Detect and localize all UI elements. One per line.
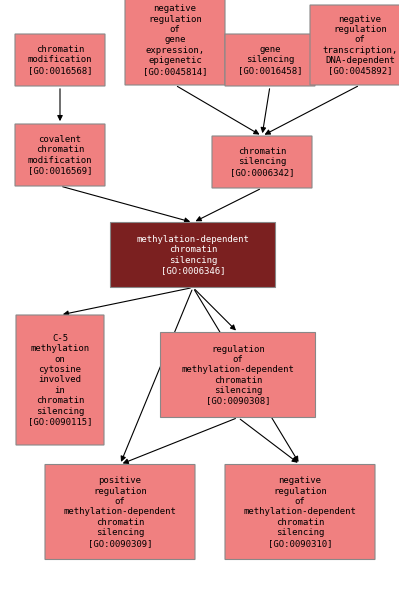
Text: covalent
chromatin
modification
[GO:0016569]: covalent chromatin modification [GO:0016…	[28, 135, 92, 175]
FancyBboxPatch shape	[310, 5, 399, 85]
Text: methylation-dependent
chromatin
silencing
[GO:0006346]: methylation-dependent chromatin silencin…	[136, 235, 249, 275]
Text: chromatin
modification
[GO:0016568]: chromatin modification [GO:0016568]	[28, 45, 92, 75]
FancyBboxPatch shape	[125, 0, 225, 85]
FancyBboxPatch shape	[212, 136, 312, 188]
FancyBboxPatch shape	[16, 315, 104, 445]
FancyBboxPatch shape	[15, 34, 105, 86]
Text: negative
regulation
of
transcription,
DNA-dependent
[GO:0045892]: negative regulation of transcription, DN…	[322, 14, 398, 76]
FancyBboxPatch shape	[15, 124, 105, 186]
FancyBboxPatch shape	[45, 465, 195, 559]
FancyBboxPatch shape	[160, 333, 316, 418]
FancyBboxPatch shape	[111, 223, 275, 287]
Text: negative
regulation
of
methylation-dependent
chromatin
silencing
[GO:0090310]: negative regulation of methylation-depen…	[243, 477, 356, 548]
FancyBboxPatch shape	[225, 465, 375, 559]
Text: C-5
methylation
on
cytosine
involved
in
chromatin
silencing
[GO:0090115]: C-5 methylation on cytosine involved in …	[28, 334, 92, 426]
Text: regulation
of
methylation-dependent
chromatin
silencing
[GO:0090308]: regulation of methylation-dependent chro…	[182, 345, 294, 406]
Text: negative
regulation
of
gene
expression,
epigenetic
[GO:0045814]: negative regulation of gene expression, …	[143, 4, 207, 76]
FancyBboxPatch shape	[225, 34, 315, 86]
Text: gene
silencing
[GO:0016458]: gene silencing [GO:0016458]	[238, 45, 302, 75]
Text: chromatin
silencing
[GO:0006342]: chromatin silencing [GO:0006342]	[230, 147, 294, 177]
Text: positive
regulation
of
methylation-dependent
chromatin
silencing
[GO:0090309]: positive regulation of methylation-depen…	[63, 477, 176, 548]
